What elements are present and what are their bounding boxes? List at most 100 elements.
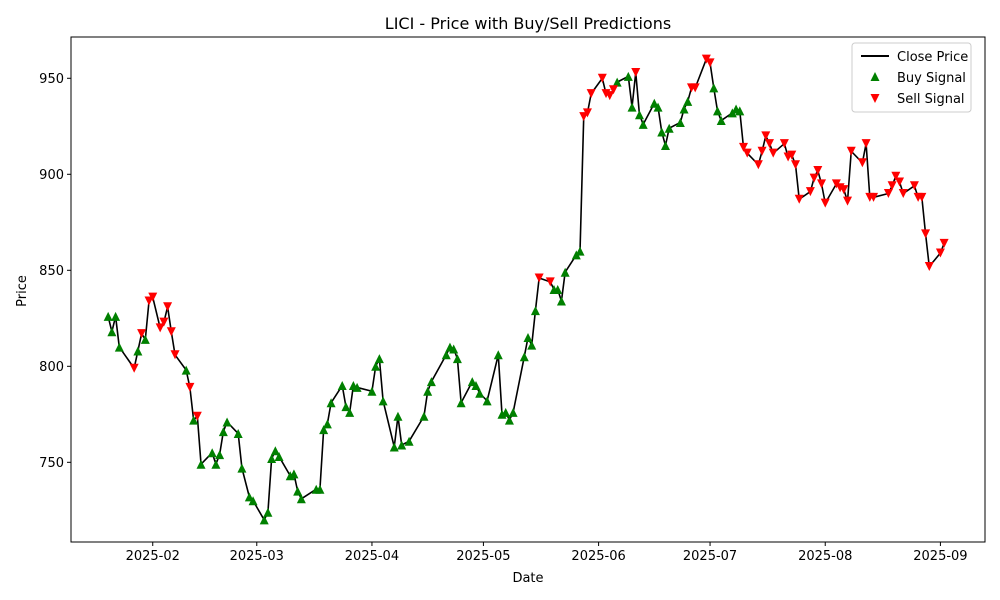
sell-signal-marker (895, 177, 905, 187)
buy-signal-marker (612, 77, 622, 87)
buy-signal-marker (679, 104, 689, 114)
sell-signal-marker (757, 146, 767, 156)
buy-signal-marker (222, 417, 232, 427)
x-axis-label: Date (512, 571, 543, 586)
buy-signal-marker (493, 350, 503, 360)
y-tick-label: 950 (39, 72, 64, 87)
buy-signal-marker (441, 350, 451, 360)
buy-signal-marker (716, 116, 726, 126)
buy-signal-marker (508, 407, 518, 417)
buy-signal-marker (196, 459, 206, 469)
y-tick-label: 750 (39, 456, 64, 471)
buy-signal-marker (218, 427, 228, 437)
legend-box (851, 42, 972, 113)
buy-signal-marker (657, 127, 667, 137)
buy-signal-marker (634, 110, 644, 120)
buy-signal-marker (449, 344, 459, 354)
x-tick-label: 2025-08 (798, 549, 852, 564)
y-tick-label: 850 (39, 264, 64, 279)
x-tick-label: 2025-02 (126, 549, 180, 564)
buy-signal-marker (259, 515, 269, 525)
buy-signal-marker (423, 386, 433, 396)
sell-signal-marker (820, 198, 830, 208)
buy-signal-marker (293, 486, 303, 496)
buy-signal-marker (419, 411, 429, 421)
x-tick-label: 2025-09 (913, 549, 967, 564)
sell-signal-marker (690, 83, 700, 93)
legend-buy-signal-swatch (870, 72, 880, 81)
legend-sell-signal-label: Sell Signal (897, 92, 965, 107)
sell-signal-marker (846, 146, 856, 156)
buy-signal-marker (664, 123, 674, 133)
sell-signal-marker (608, 85, 618, 95)
plot-frame (70, 36, 986, 543)
buy-signal-marker (575, 246, 585, 256)
buy-signal-marker (660, 140, 670, 150)
sell-signal-marker (753, 160, 763, 170)
buy-signal-marker (233, 429, 243, 439)
buy-signal-marker (627, 102, 637, 112)
buy-signal-marker (393, 411, 403, 421)
buy-signal-marker (211, 459, 221, 469)
buy-signal-marker (345, 407, 355, 417)
buy-signal-marker (482, 396, 492, 406)
sell-signal-marker (137, 329, 147, 339)
x-tick-label: 2025-05 (456, 549, 510, 564)
plot-area: 2025-02 2025-03 2025-04 2025-05 2025-06 2025-… (39, 36, 986, 564)
sell-signal-marker (909, 181, 919, 191)
sell-signal-marker (857, 158, 867, 168)
buy-signal-marker (341, 402, 351, 412)
sell-signal-marker (939, 238, 949, 248)
sell-signal-marker (742, 148, 752, 158)
sell-signal-marker (148, 292, 158, 302)
sell-signal-marker (817, 179, 827, 189)
x-axis: 2025-02 2025-03 2025-04 2025-05 2025-06 2025-… (126, 542, 968, 564)
buy-signal-marker (244, 492, 254, 502)
sell-signal-marker (779, 139, 789, 149)
buy-signal-marker (270, 446, 280, 456)
buy-signal-marker (140, 334, 150, 344)
sell-signal-marker (192, 411, 202, 421)
sell-signal-marker (631, 68, 641, 78)
legend-sell-signal-swatch (870, 94, 880, 103)
sell-signal-marker (883, 188, 893, 198)
legend: Close Price Buy Signal Sell Signal (851, 42, 972, 113)
buy-signal-marker (683, 96, 693, 106)
sell-signal-marker (761, 131, 771, 141)
sell-signal-marker (861, 139, 871, 149)
buy-signal-marker (289, 469, 299, 479)
sell-signal-marker (170, 350, 180, 360)
buy-signal-marker (352, 382, 362, 392)
buy-signal-marker (274, 452, 284, 462)
x-tick-label: 2025-03 (230, 549, 284, 564)
sell-signal-marker (887, 181, 897, 191)
sell-signal-marker (159, 317, 169, 327)
chart-title: LICI - Price with Buy/Sell Predictions (385, 14, 671, 33)
buy-signal-marker (367, 386, 377, 396)
buy-signal-marker (530, 306, 540, 316)
sell-signal-marker (809, 173, 819, 183)
sell-signal-marker (545, 277, 555, 287)
sell-signal-marker (921, 229, 931, 239)
buy-signal-marker (452, 354, 462, 364)
y-tick-label: 900 (39, 168, 64, 183)
buy-signal-marker (527, 340, 537, 350)
sell-signal-marker (579, 112, 589, 122)
buy-signal-marker (103, 311, 113, 321)
buy-signal-marker (207, 448, 217, 458)
x-tick-label: 2025-04 (345, 549, 399, 564)
sell-signal-marker (129, 363, 139, 373)
buy-signal-marker (181, 365, 191, 375)
buy-signal-marker (371, 361, 381, 371)
buy-signal-marker (263, 507, 273, 517)
buy-signal-marker (322, 419, 332, 429)
buy-signal-marker (237, 463, 247, 473)
sell-signal-marker (534, 273, 544, 283)
sell-signal-marker (898, 188, 908, 198)
buy-signal-marker (467, 377, 477, 387)
buy-signal-marker (504, 415, 514, 425)
sell-signal-marker (738, 142, 748, 152)
sell-signal-marker (839, 185, 849, 195)
